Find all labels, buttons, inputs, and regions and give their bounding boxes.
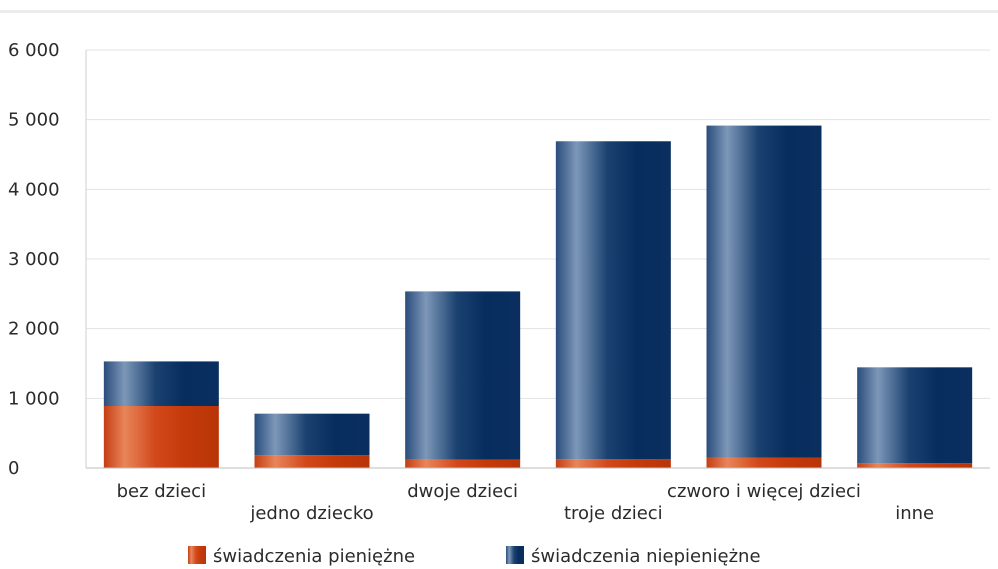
legend: świadczenia pieniężne świadczenia niepien…: [188, 546, 761, 567]
x-category-label: czworo i więcej dzieci: [667, 481, 861, 502]
axes: 0 1 000 2 000 3 000 4 000 5 000 6 000 bez dziec…: [8, 40, 990, 524]
legend-swatch: [188, 546, 206, 564]
y-tick-label: 5 000: [8, 110, 60, 131]
y-tick-label: 1 000: [8, 388, 60, 409]
bar-pieniezne: [405, 459, 521, 468]
bar-niepieniezne: [405, 291, 521, 460]
bar-niepieniezne: [706, 125, 822, 458]
bar-pieniezne: [555, 459, 671, 468]
y-tick-label: 2 000: [8, 319, 60, 340]
gridlines: [86, 49, 990, 399]
bar-pieniezne: [706, 457, 822, 468]
x-category-label: dwoje dzieci: [407, 481, 518, 502]
bar-niepieniezne: [103, 361, 219, 406]
bar-niepieniezne: [254, 413, 370, 456]
y-tick-label: 3 000: [8, 249, 60, 270]
bar-pieniezne: [254, 455, 370, 468]
x-category-label: bez dzieci: [117, 481, 207, 502]
legend-label: świadczenia pieniężne: [213, 546, 415, 567]
x-category-label: troje dzieci: [564, 503, 663, 524]
x-category-label: inne: [895, 503, 934, 524]
bar-niepieniezne: [857, 367, 973, 464]
y-tick-label: 6 000: [8, 40, 60, 61]
legend-swatch: [506, 546, 524, 564]
bar-niepieniezne: [555, 141, 671, 460]
bar-pieniezne: [857, 463, 973, 468]
top-border: [0, 0, 998, 13]
legend-label: świadczenia niepieniężne: [531, 546, 761, 567]
y-tick-label: 4 000: [8, 179, 60, 200]
x-category-label: jedno dziecko: [249, 503, 373, 524]
bars: [103, 125, 973, 468]
bar-pieniezne: [103, 405, 219, 468]
y-tick-label: 0: [8, 458, 19, 479]
